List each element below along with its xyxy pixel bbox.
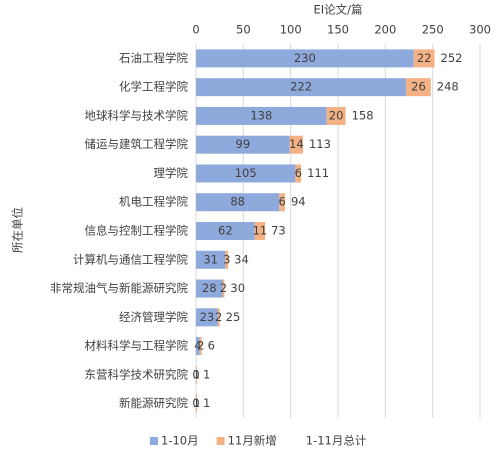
total-label: 25 [226, 310, 241, 324]
x-tick-label: 300 [469, 23, 491, 37]
legend-swatch [216, 437, 225, 445]
x-tick-label: 100 [280, 23, 302, 37]
data-label: 138 [250, 108, 272, 122]
bar [196, 394, 197, 413]
data-label: 222 [290, 80, 312, 94]
total-label: 1 [203, 396, 210, 410]
data-label: 62 [218, 224, 233, 238]
x-tick-label: 0 [192, 23, 199, 37]
total-label: 252 [441, 51, 463, 65]
total-label: 73 [271, 224, 286, 238]
bar [196, 308, 218, 327]
data-label: 20 [329, 108, 344, 122]
data-label: 6 [295, 166, 302, 180]
data-label: 14 [289, 137, 304, 151]
y-tick-label: 新能源研究院 [119, 396, 188, 410]
data-label: 28 [202, 281, 217, 295]
y-tick-label: 化学工程学院 [119, 80, 188, 94]
legend-label: 1-10月 [161, 434, 199, 448]
total-label: 34 [234, 252, 249, 266]
bar [196, 337, 200, 356]
data-label: 99 [236, 137, 251, 151]
bar [196, 279, 223, 298]
data-label: 88 [230, 195, 245, 209]
bar [196, 250, 226, 269]
total-label: 113 [309, 137, 331, 151]
total-label: 158 [352, 108, 374, 122]
total-label: 111 [307, 166, 329, 180]
y-tick-label: 计算机与通信工程学院 [73, 252, 188, 266]
bar [196, 222, 255, 240]
bar [413, 49, 435, 68]
total-label: 94 [291, 195, 306, 209]
data-label: 6 [278, 195, 285, 209]
data-label: 1 [193, 396, 200, 410]
bar [217, 308, 220, 327]
y-tick-label: 信息与控制工程学院 [85, 224, 189, 238]
x-tick-label: 50 [236, 23, 251, 37]
y-tick-label: 非常规油气与新能源研究院 [50, 281, 188, 295]
bar [196, 106, 327, 125]
bar [295, 164, 302, 183]
legend-label: 1-11月总计 [306, 434, 367, 448]
data-label: 2 [220, 281, 227, 295]
bar [254, 222, 266, 240]
data-label: 2 [215, 310, 222, 324]
data-label: 3 [223, 252, 230, 266]
y-tick-label: 理学院 [154, 166, 189, 180]
total-label: 1 [203, 367, 210, 381]
bar [406, 78, 431, 97]
y-tick-label: 储运与建筑工程学院 [85, 137, 189, 151]
bar [196, 365, 197, 384]
bar [279, 193, 285, 212]
data-label: 26 [411, 80, 426, 94]
bar [225, 250, 229, 269]
bar [196, 49, 414, 68]
total-label: 248 [437, 80, 459, 94]
bar [196, 135, 290, 154]
bar [222, 279, 225, 298]
data-label: 105 [235, 166, 257, 180]
y-tick-label: 经济管理学院 [119, 310, 188, 324]
x-tick-label: 150 [327, 23, 349, 37]
x-tick-label: 250 [422, 23, 444, 37]
y-tick-label: 石油工程学院 [119, 51, 188, 65]
legend-label: 11月新增 [228, 434, 277, 448]
bar [326, 106, 346, 125]
y-tick-label: 地球科学与技术学院 [85, 108, 189, 122]
bar [196, 164, 296, 183]
data-label: 2 [197, 339, 204, 353]
data-label: 22 [417, 51, 432, 65]
y-tick-label: 东营科学技术研究院 [85, 367, 189, 381]
total-label: 30 [230, 281, 245, 295]
data-label: 1 [193, 367, 200, 381]
y-tick-label: 机电工程学院 [119, 195, 188, 209]
x-tick-label: 200 [374, 23, 396, 37]
bar [199, 337, 202, 356]
data-label: 23 [200, 310, 215, 324]
bar [289, 135, 303, 154]
bar [196, 193, 280, 212]
data-label: 11 [253, 224, 268, 238]
y-tick-label: 材料科学与工程学院 [85, 339, 189, 353]
data-label: 31 [203, 252, 218, 266]
data-label: 230 [294, 51, 316, 65]
bar [196, 78, 407, 97]
y-axis-title: 所在单位 [11, 207, 25, 253]
total-label: 6 [208, 339, 215, 353]
data-label: 4 [194, 339, 201, 353]
legend-swatch [150, 437, 158, 445]
x-axis-title: EI论文/篇 [313, 3, 362, 17]
